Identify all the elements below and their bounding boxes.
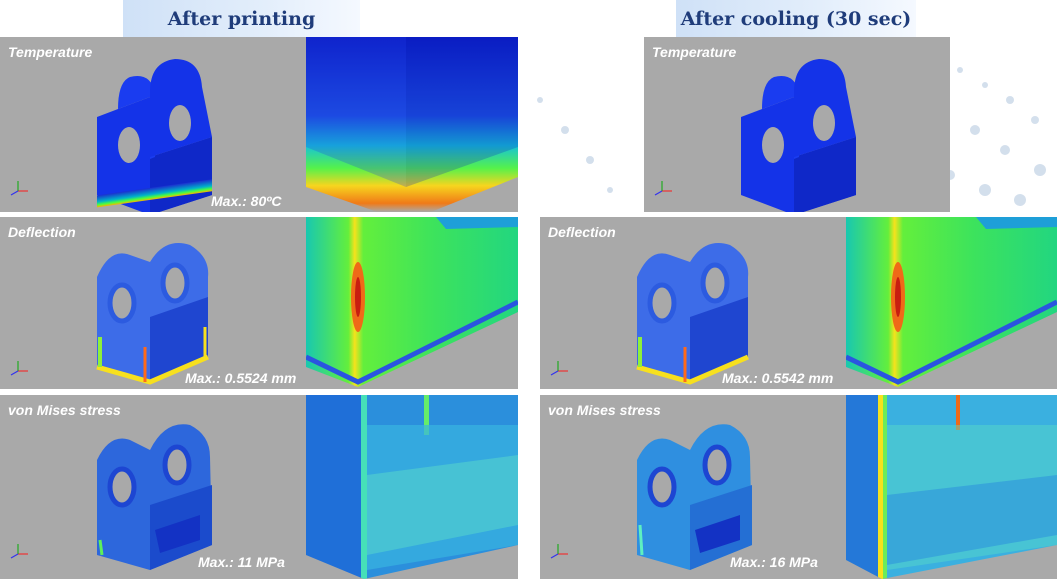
panel-cooling-stress: Max.: 16 MPa von Mises stress — [540, 395, 846, 579]
part-model-deflection-cooling — [636, 243, 749, 385]
label-deflection-cooling: Deflection — [548, 224, 616, 240]
part-model-stress-printing — [97, 424, 212, 570]
part-model-temperature-cooling — [741, 59, 856, 212]
zoom-stress-printing — [306, 395, 518, 579]
part-model-temperature-printing — [97, 59, 212, 212]
axis-triad-icon — [10, 544, 28, 559]
max-value-temperature-printing: Max.: 80ºC — [211, 193, 282, 209]
header-after-printing: After printing — [123, 0, 360, 37]
axis-triad-icon — [10, 361, 28, 376]
axis-triad-icon — [550, 361, 568, 376]
zoom-temperature-printing — [306, 37, 518, 212]
header-after-cooling: After cooling (30 sec) — [676, 0, 916, 37]
zoom-stress-cooling — [846, 395, 1057, 579]
panel-printing-deflection: Max.: 0.5524 mm Deflection — [0, 217, 306, 389]
max-value-deflection-cooling: Max.: 0.5542 mm — [722, 370, 834, 386]
zoom-deflection-printing — [306, 217, 518, 389]
max-value-deflection-printing: Max.: 0.5524 mm — [185, 370, 297, 386]
part-model-deflection-printing — [96, 243, 209, 385]
panel-cooling-temperature: Temperature — [644, 37, 950, 212]
panel-printing-temperature: Max.: 80ºC Temperature — [0, 37, 306, 212]
zoom-deflection-cooling — [846, 217, 1057, 389]
axis-triad-icon — [550, 544, 568, 559]
label-deflection-printing: Deflection — [8, 224, 76, 240]
max-value-stress-printing: Max.: 11 MPa — [198, 554, 285, 570]
label-stress-printing: von Mises stress — [8, 402, 121, 418]
panel-cooling-deflection: Max.: 0.5542 mm Deflection — [540, 217, 846, 389]
panel-printing-stress: Max.: 11 MPa von Mises stress — [0, 395, 306, 579]
label-stress-cooling: von Mises stress — [548, 402, 661, 418]
axis-triad-icon — [10, 181, 28, 196]
axis-triad-icon — [654, 181, 672, 196]
part-model-stress-cooling — [637, 424, 752, 570]
label-temperature-printing: Temperature — [8, 44, 93, 60]
max-value-stress-cooling: Max.: 16 MPa — [730, 554, 818, 570]
label-temperature-cooling: Temperature — [652, 44, 737, 60]
